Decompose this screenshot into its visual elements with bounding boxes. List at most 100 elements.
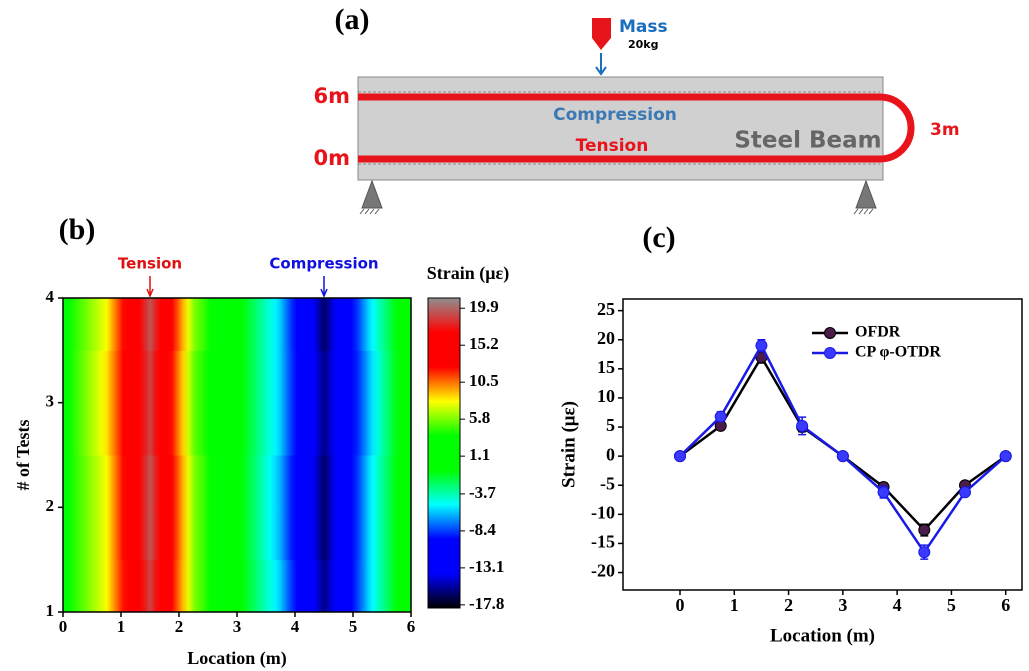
heat-cell: [63, 560, 107, 613]
legend-marker: [825, 348, 836, 359]
marker: [919, 525, 930, 536]
y-tick-label: 1: [46, 601, 55, 620]
x-tick-label: 3: [233, 617, 242, 636]
y-tick-label: 15: [597, 357, 615, 377]
y-tick-label: 4: [46, 287, 55, 306]
heat-cell: [324, 298, 368, 351]
y-tick-label: 0: [606, 444, 615, 464]
x-tick-label: 0: [59, 617, 68, 636]
x-tick-label: 5: [947, 595, 956, 615]
colorbar: [428, 298, 460, 608]
colorbar-tick-label: -3.7: [469, 483, 496, 502]
marker: [837, 451, 848, 462]
heat-cell: [194, 298, 238, 351]
marker: [715, 411, 726, 422]
heat-cell: [237, 560, 281, 613]
heat-cell: [63, 455, 107, 560]
annotation-arrow: [147, 276, 153, 296]
heat-cell: [237, 298, 281, 351]
panel-label: (a): [335, 3, 370, 36]
y-tick-label: -15: [591, 532, 615, 552]
legend-label: CP φ-OTDR: [855, 344, 941, 361]
figure: (a) Mass 20kg 6m 0m 3m Compression Tensi…: [0, 0, 1029, 671]
y-tick-label: 3: [46, 392, 55, 411]
marker: [675, 451, 686, 462]
heat-cell: [281, 350, 325, 455]
x-tick-label: 1: [117, 617, 126, 636]
panel-label: (c): [642, 221, 675, 254]
colorbar-tick-label: -13.1: [469, 557, 504, 576]
beam-label: Steel Beam: [734, 128, 881, 154]
colorbar-tick-label: 5.8: [469, 408, 490, 427]
annotation: Tension: [118, 255, 182, 273]
heat-cell: [281, 298, 325, 351]
plot-frame: [623, 299, 1022, 590]
heat-cell: [368, 350, 412, 455]
loop-label: 3m: [930, 120, 960, 140]
colorbar-title: Strain (με): [427, 263, 509, 284]
x-tick-label: 3: [838, 595, 847, 615]
y-tick-label: -10: [591, 502, 615, 522]
colorbar-tick-label: 19.9: [469, 297, 499, 316]
heat-cell: [324, 560, 368, 613]
y-axis-title: Strain (με): [558, 401, 579, 488]
heat-cell: [237, 455, 281, 560]
heat-cell: [150, 560, 194, 613]
mass-weight: 20kg: [628, 38, 659, 51]
x-axis-title: Location (m): [187, 648, 286, 669]
marker: [960, 487, 971, 498]
page: (a) Mass 20kg 6m 0m 3m Compression Tensi…: [0, 0, 1029, 671]
heat-cell: [324, 455, 368, 560]
x-tick-label: 4: [291, 617, 300, 636]
heat-cell: [107, 350, 151, 455]
y-tick-label: 20: [597, 328, 615, 348]
side-label: Tension: [576, 136, 649, 156]
x-tick-label: 5: [349, 617, 358, 636]
x-tick-label: 2: [175, 617, 184, 636]
heat-cell: [194, 350, 238, 455]
heat-cell: [324, 350, 368, 455]
length-label: 0m: [314, 146, 351, 170]
heat-cell: [368, 298, 412, 351]
y-tick-label: 5: [606, 415, 615, 435]
x-tick-label: 6: [407, 617, 416, 636]
colorbar-tick-label: 10.5: [469, 371, 499, 390]
x-axis-title: Location (m): [770, 625, 875, 646]
heat-cell: [150, 298, 194, 351]
heat-cell: [150, 455, 194, 560]
colorbar-tick-label: -8.4: [469, 520, 496, 539]
mass-label: Mass: [619, 17, 668, 37]
x-tick-label: 1: [730, 595, 739, 615]
colorbar-tick-label: 15.2: [469, 334, 499, 353]
support: [360, 181, 876, 214]
heat-cell: [150, 350, 194, 455]
y-tick-label: -5: [600, 473, 615, 493]
heat-cell: [63, 350, 107, 455]
series-line: [680, 346, 1006, 553]
marker: [756, 340, 767, 351]
y-axis-title: # of Tests: [13, 419, 33, 490]
heat-cell: [107, 455, 151, 560]
annotation: Compression: [269, 255, 378, 273]
y-tick-label: 10: [597, 386, 615, 406]
y-tick-label: 2: [46, 496, 55, 515]
panel-label: (b): [59, 213, 96, 246]
legend-marker: [825, 328, 836, 339]
heat-cell: [107, 560, 151, 613]
colorbar-tick-label: 1.1: [469, 445, 490, 464]
annotation-arrow: [321, 276, 327, 296]
marker: [1000, 451, 1011, 462]
marker: [878, 487, 889, 498]
side-label: Compression: [553, 105, 677, 125]
x-tick-label: 6: [1001, 595, 1010, 615]
heat-cell: [63, 298, 107, 351]
length-label: 6m: [314, 84, 351, 108]
heat-cell: [194, 455, 238, 560]
legend-label: OFDR: [855, 324, 901, 341]
colorbar-tick-label: -17.8: [469, 594, 504, 613]
x-tick-label: 4: [893, 595, 902, 615]
mass-icon: [592, 18, 611, 50]
marker: [797, 420, 808, 431]
heat-cell: [237, 350, 281, 455]
y-tick-label: -20: [591, 561, 615, 581]
